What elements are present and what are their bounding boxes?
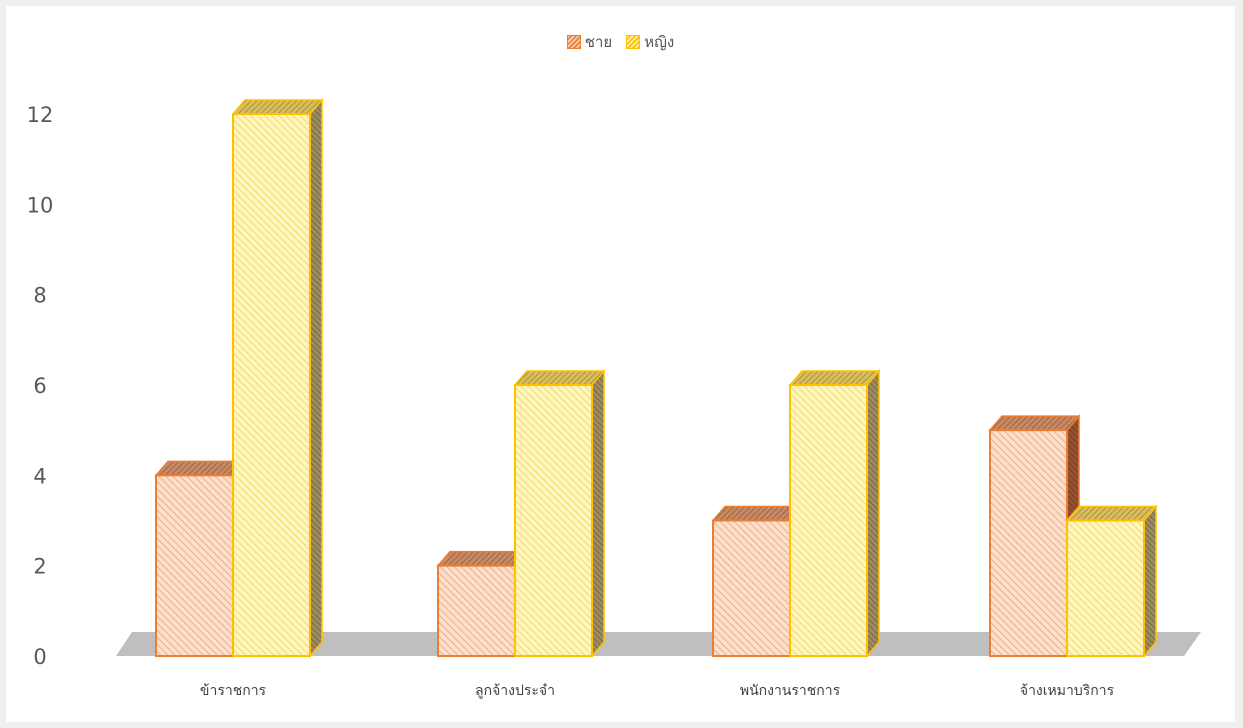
bar-front-face (232, 113, 311, 657)
chart-floor (116, 632, 1201, 656)
chart-area: ชาย หญิง (6, 6, 1235, 722)
bar-front-face (155, 474, 234, 658)
bar-top-face (436, 550, 529, 567)
legend-swatch-female (626, 35, 641, 49)
chart-svg: 0 2 4 6 8 10 12 ข้าราชการ ลูกจ้างประจำ พนักงานรา… (27, 97, 1201, 699)
bar-female-2 (788, 368, 881, 659)
bar-side-face (591, 368, 605, 659)
bar-top-face (788, 370, 881, 386)
legend-item-female: หญิง (626, 30, 674, 54)
y-tick-label: 2 (33, 555, 46, 579)
x-tick-label: พนักงานราชการ (740, 683, 841, 699)
bar-side-face (866, 368, 880, 659)
y-tick-label: 8 (33, 284, 46, 308)
bar-top-face (711, 505, 804, 522)
bar-front-face (437, 564, 516, 658)
y-tick-label: 0 (33, 645, 46, 669)
bar-top-face (988, 415, 1081, 431)
y-tick-label: 4 (33, 464, 46, 488)
x-tick-label: จ้างเหมาบริการ (1020, 683, 1115, 699)
y-tick-label: 10 (27, 193, 54, 217)
legend-label-female: หญิง (644, 33, 675, 51)
chart-legend: ชาย หญิง (6, 30, 1235, 54)
bar-front-face (989, 429, 1068, 657)
bar-front-face (712, 519, 791, 657)
bar-top-face (1065, 505, 1158, 522)
legend-swatch-male (566, 35, 581, 49)
bar-top-face (231, 99, 324, 115)
bar-female-0 (231, 97, 324, 659)
bar-female-1 (513, 368, 606, 659)
bar-front-face (514, 384, 593, 657)
bar-male-0 (154, 459, 247, 659)
bar-male-1 (436, 549, 529, 659)
bar-top-face (154, 460, 247, 477)
bar-front-face (1066, 519, 1145, 657)
y-tick-label: 6 (33, 374, 46, 398)
bar-front-face (789, 384, 868, 657)
bar-side-face (1143, 504, 1157, 659)
bar-female-3 (1065, 504, 1158, 659)
y-tick-label: 12 (27, 103, 54, 127)
x-tick-label: ข้าราชการ (200, 683, 267, 699)
legend-item-male: ชาย (566, 30, 613, 54)
legend-label-male: ชาย (584, 33, 613, 51)
x-tick-label: ลูกจ้างประจำ (475, 683, 555, 699)
bar-male-3 (988, 414, 1081, 659)
bar-top-face (513, 370, 606, 386)
bar-side-face (309, 97, 323, 659)
bar-male-2 (711, 504, 804, 659)
